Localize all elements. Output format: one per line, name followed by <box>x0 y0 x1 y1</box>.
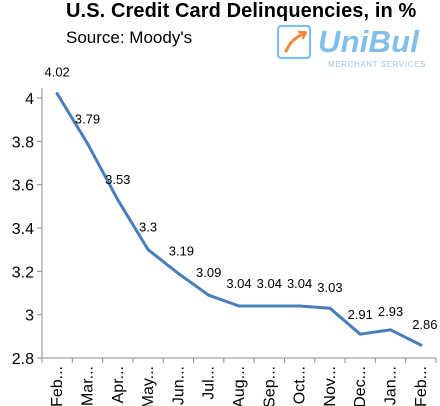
data-point <box>116 198 120 202</box>
data-label: 3.79 <box>75 112 100 127</box>
data-label: 3.04 <box>226 276 251 291</box>
y-tick-label: 3.2 <box>12 264 34 281</box>
data-point <box>358 332 362 336</box>
chart-title: U.S. Credit Card Delinquencies, in % <box>66 0 417 22</box>
data-label: 3.04 <box>287 276 312 291</box>
x-tick-label: Dec... <box>352 366 369 406</box>
x-tick-label: Aug... <box>231 366 248 406</box>
data-label: 3.53 <box>105 172 130 187</box>
y-tick-label: 4 <box>25 91 34 108</box>
x-tick-label: Sep... <box>261 366 278 406</box>
y-tick-label: 3.8 <box>12 134 34 151</box>
data-label: 3.3 <box>139 220 157 235</box>
logo-tagline: MERCHANT SERVICES <box>328 60 426 69</box>
x-tick-label: Jul... <box>201 366 218 400</box>
data-label: 3.04 <box>257 276 282 291</box>
data-point <box>419 343 423 347</box>
x-tick-label: Apr... <box>110 366 127 403</box>
x-tick-label: Nov... <box>322 366 339 406</box>
y-tick-label: 3.4 <box>12 221 34 238</box>
data-label: 2.91 <box>348 307 373 322</box>
y-tick-label: 2.8 <box>12 351 34 368</box>
x-tick-label: Feb... <box>413 366 430 406</box>
data-point <box>328 306 332 310</box>
data-point <box>146 248 150 252</box>
data-point <box>389 328 393 332</box>
x-tick-label: Feb... <box>49 366 66 406</box>
logo-brand-name: UniBul <box>318 24 420 59</box>
y-tick-label: 3.6 <box>12 178 34 195</box>
data-point <box>237 304 241 308</box>
x-tick-label: Jun... <box>170 366 187 405</box>
data-label: 3.03 <box>317 280 342 295</box>
data-point <box>85 142 89 145</box>
data-label: 2.86 <box>412 317 437 332</box>
data-point <box>176 272 180 275</box>
chart-subtitle: Source: Moody's <box>66 28 193 47</box>
x-tick-label: May... <box>140 366 157 406</box>
y-tick-label: 3 <box>25 308 34 325</box>
x-tick-label: Jan... <box>383 366 400 405</box>
data-point <box>55 92 59 96</box>
data-label: 3.09 <box>196 265 221 280</box>
x-tick-label: Mar... <box>79 366 96 406</box>
data-label: 4.02 <box>44 65 69 80</box>
data-point <box>298 304 302 308</box>
data-point <box>207 293 211 297</box>
brand-logo: UniBul MERCHANT SERVICES <box>276 24 426 72</box>
x-tick-label: Oct... <box>292 366 309 404</box>
data-label: 3.19 <box>169 244 194 259</box>
data-point <box>267 304 271 308</box>
data-label: 2.93 <box>378 304 403 319</box>
logo-mark-icon <box>276 24 312 60</box>
